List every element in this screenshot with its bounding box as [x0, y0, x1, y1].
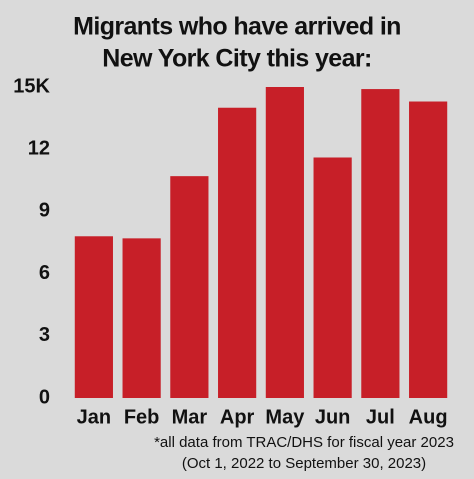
y-tick-label: 6 [39, 262, 50, 284]
bar [313, 157, 352, 398]
bar [74, 236, 113, 398]
y-tick-label: 0 [39, 386, 50, 408]
x-tick-label: Feb [124, 406, 160, 428]
footnote: *all data from TRAC/DHS for fiscal year … [154, 434, 454, 451]
x-tick-label: Apr [220, 406, 255, 428]
bar [170, 176, 209, 398]
footnote: (Oct 1, 2022 to September 30, 2023) [182, 455, 426, 472]
y-tick-label: 3 [39, 324, 50, 346]
y-tick-label: 12 [28, 137, 50, 159]
bar [409, 101, 448, 398]
y-tick-label: 9 [39, 200, 50, 222]
bar [361, 89, 400, 398]
bar [218, 107, 257, 398]
x-tick-label: Mar [172, 406, 208, 428]
chart-title: New York City this year: [102, 45, 372, 73]
x-tick-label: Jan [77, 406, 111, 428]
x-tick-label: Jun [315, 406, 351, 428]
chart-title: Migrants who have arrived in [73, 13, 401, 41]
bar [265, 87, 304, 398]
y-tick-label: 15K [13, 75, 50, 97]
bar [122, 238, 161, 398]
x-tick-label: Jul [366, 406, 395, 428]
x-tick-label: May [265, 406, 305, 428]
x-tick-label: Aug [409, 406, 448, 428]
